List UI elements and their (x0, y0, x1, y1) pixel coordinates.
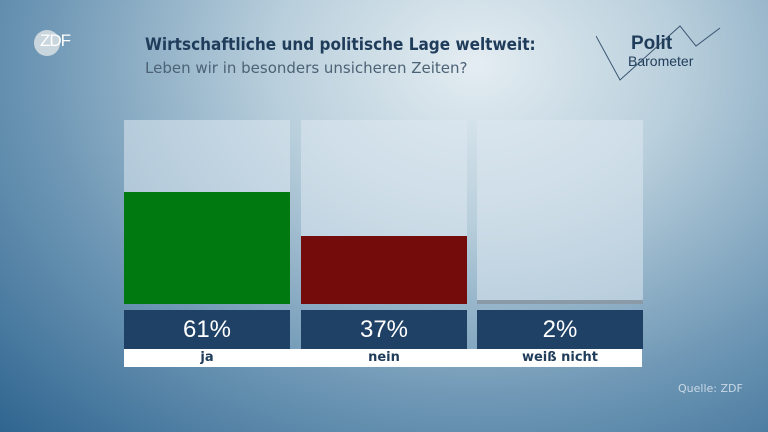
bar-track (477, 120, 643, 304)
bar (477, 300, 643, 304)
category-label: nein (368, 350, 400, 365)
chart-title: Wirtschaftliche und politische Lage welt… (145, 35, 536, 55)
value-label: 61% (124, 310, 290, 349)
value-label: 2% (477, 310, 643, 349)
bar (124, 191, 290, 304)
logo-line2: Barometer (628, 53, 694, 69)
category-label: weiß nicht (521, 350, 599, 365)
chart-subtitle: Leben wir in besonders unsicheren Zeiten… (145, 59, 468, 77)
logo-line1: Polit (631, 33, 673, 54)
zdf-logo (34, 30, 60, 56)
category-label: ja (200, 350, 214, 365)
category-label-strip: ja nein weiß nicht (124, 349, 642, 367)
politbarometer-logo (596, 25, 721, 81)
bar (301, 235, 467, 304)
bar-track (301, 120, 467, 304)
bar-track (124, 120, 290, 304)
value-label: 37% (301, 310, 467, 349)
zdf-logo-text: ZDF (40, 31, 71, 50)
source-note: Quelle: ZDF (678, 382, 743, 395)
